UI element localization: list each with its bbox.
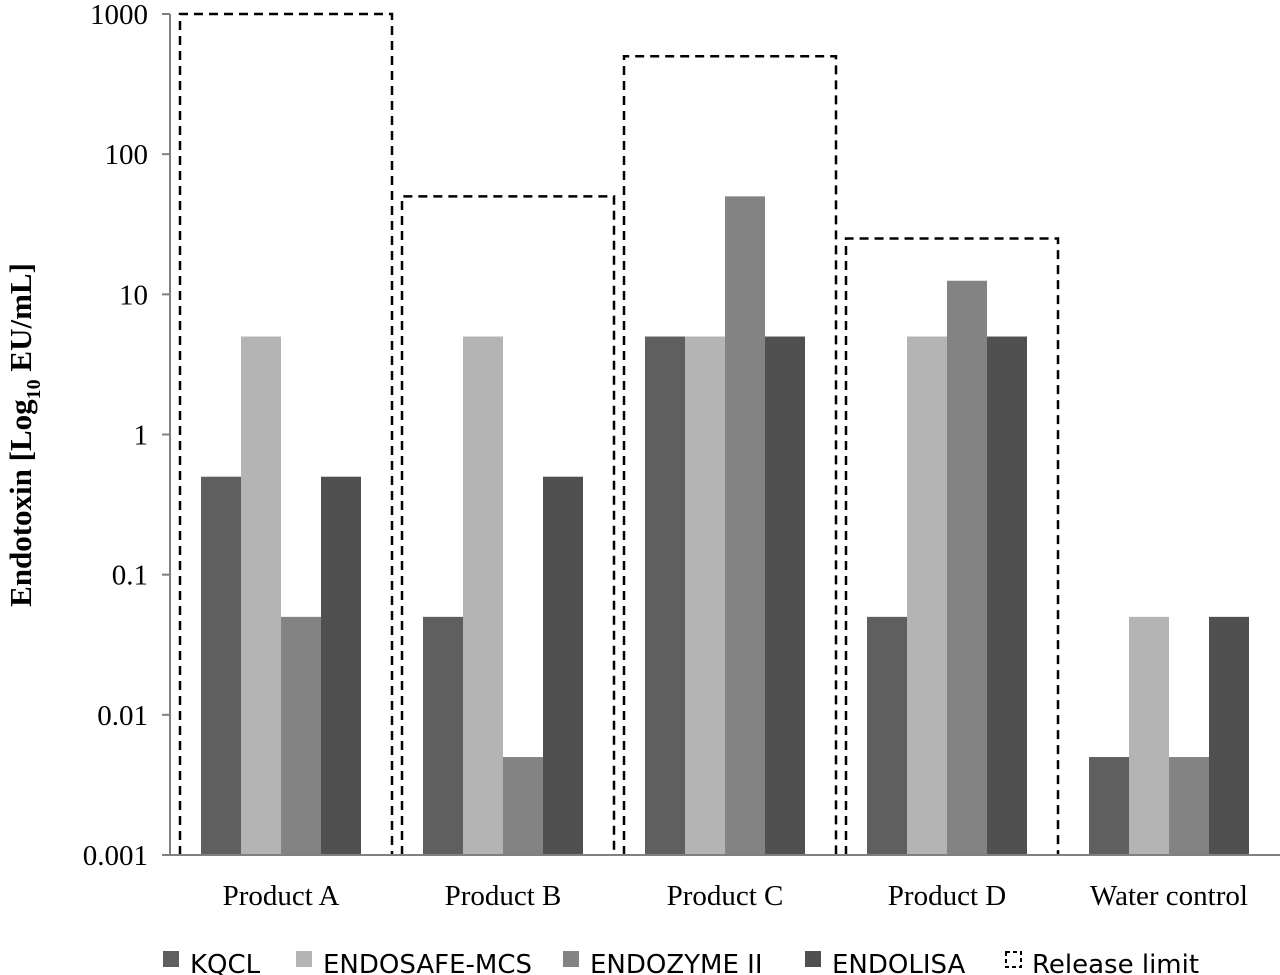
bar — [321, 476, 361, 855]
bar — [645, 336, 685, 855]
bar — [503, 757, 543, 855]
release-limit-boxes — [178, 12, 1060, 855]
bar — [463, 336, 503, 855]
bar — [1089, 757, 1129, 855]
y-tick-labels: 0.001 0.01 0.1 1 10 100 1000 — [83, 0, 170, 872]
y-tick-label: 1000 — [90, 0, 148, 31]
x-category-label: Product B — [445, 880, 562, 912]
legend-label: ENDOSAFE-MCS — [323, 950, 532, 975]
legend-label: ENDOLISA — [832, 950, 966, 975]
bars-layer — [201, 196, 1249, 856]
legend-label: ENDOZYME II — [590, 950, 763, 975]
legend-label: Release limit — [1032, 950, 1199, 975]
legend-swatch — [563, 951, 579, 967]
legend-swatch — [296, 951, 312, 967]
legend: KQCL ENDOSAFE-MCS ENDOZYME II ENDOLISA Relea… — [163, 950, 1199, 975]
release-limit-box — [178, 12, 394, 855]
x-category-label: Product D — [888, 880, 1006, 912]
legend-swatch — [1005, 951, 1022, 968]
y-axis-title: Endotoxin [Log10 EU/mL] — [3, 263, 45, 607]
x-category-label: Product A — [223, 880, 340, 912]
bar — [947, 280, 987, 856]
bar — [1129, 616, 1169, 855]
y-tick-label: 0.01 — [97, 700, 148, 732]
release-limit-box — [844, 237, 1060, 855]
bar — [765, 336, 805, 855]
y-axis-title-subscript: 10 — [23, 379, 45, 399]
y-tick-label: 1 — [134, 420, 149, 452]
y-tick-label: 10 — [119, 279, 148, 311]
bar — [1209, 616, 1249, 855]
x-category-label: Product C — [667, 880, 784, 912]
bar — [867, 616, 907, 855]
bar — [543, 476, 583, 855]
bar — [201, 476, 241, 855]
bar — [685, 336, 725, 855]
bar — [987, 336, 1027, 855]
x-category-labels: Product A Product B Product C Product D Wate… — [223, 880, 1248, 912]
bar — [241, 336, 281, 855]
legend-swatch — [163, 951, 179, 967]
legend-swatch — [805, 951, 821, 967]
x-category-label: Water control — [1090, 880, 1248, 912]
bar — [725, 196, 765, 856]
y-tick-label: 100 — [105, 139, 149, 171]
y-tick-label: 0.1 — [112, 560, 148, 592]
legend-label: KQCL — [190, 950, 261, 975]
bar — [1169, 757, 1209, 855]
y-tick-label: 0.001 — [83, 840, 148, 872]
bar — [907, 336, 947, 855]
bar — [281, 616, 321, 855]
y-axis-title-unit: EU/mL] — [3, 263, 38, 379]
release-limit-box — [622, 54, 838, 855]
bar — [423, 616, 463, 855]
